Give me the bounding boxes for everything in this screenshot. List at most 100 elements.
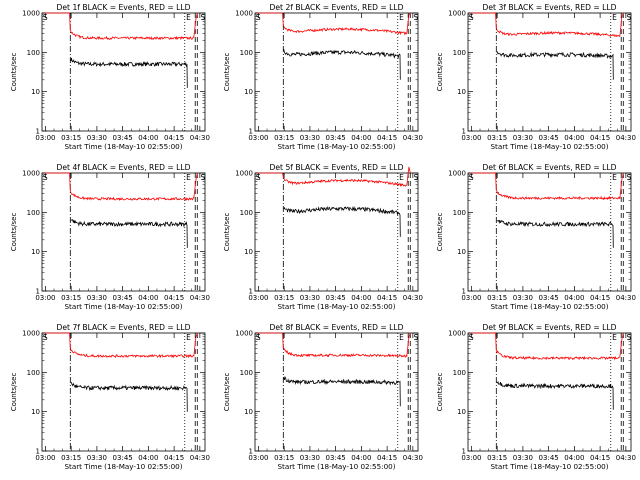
x-tick-label: 03:00 — [461, 294, 481, 302]
x-tick-label: 03:00 — [35, 134, 55, 142]
y-tick-label: 100 — [453, 49, 466, 57]
x-tick-label: 03:00 — [461, 134, 481, 142]
lld-series-line — [44, 172, 198, 201]
x-axis-label: Start Time (18-May-10 02:55:00) — [277, 462, 395, 471]
x-tick-label: 03:30 — [300, 294, 320, 302]
x-tick-label: 03:30 — [87, 294, 107, 302]
y-tick-label: 100 — [240, 369, 253, 377]
y-tick-label: 10 — [31, 408, 40, 416]
x-tick-label: 03:30 — [300, 134, 320, 142]
event-marker: S — [627, 173, 632, 182]
y-tick-label: 1 — [36, 128, 40, 136]
event-marker: S — [627, 13, 632, 22]
x-tick-label: 03:15 — [61, 134, 81, 142]
x-tick-label: 03:30 — [87, 134, 107, 142]
event-marker: S — [43, 13, 48, 22]
y-axis-label: Counts/sec — [436, 373, 444, 412]
y-tick-label: 1 — [249, 448, 253, 456]
y-tick-label: 1 — [462, 128, 466, 136]
panel-title: Det 1f BLACK = Events, RED = LLD — [57, 3, 191, 12]
y-tick-label: 100 — [240, 209, 253, 217]
events-series-line — [70, 219, 188, 248]
lld-series-line — [257, 12, 411, 36]
event-marker: S — [201, 173, 206, 182]
event-marker: E — [399, 13, 404, 22]
event-marker: E — [612, 13, 617, 22]
x-tick-label: 03:15 — [274, 294, 294, 302]
y-axis-label: Counts/sec — [436, 53, 444, 92]
x-tick-label: 04:15 — [590, 294, 610, 302]
y-axis-label: Counts/sec — [10, 373, 18, 412]
event-marker: E — [612, 173, 617, 182]
lld-series-line — [44, 12, 198, 41]
panel-title: Det 5f BLACK = Events, RED = LLD — [270, 163, 404, 172]
event-marker: S — [414, 173, 419, 182]
plot-frame — [254, 332, 419, 452]
event-marker: E — [612, 333, 617, 342]
y-axis-label: Counts/sec — [223, 373, 231, 412]
y-tick-label: 100 — [27, 49, 40, 57]
plot-frame — [41, 332, 206, 452]
y-tick-label: 100 — [453, 209, 466, 217]
x-tick-label: 03:15 — [61, 454, 81, 462]
x-tick-label: 03:15 — [487, 134, 507, 142]
events-series-line — [496, 51, 614, 80]
events-series-line — [496, 219, 614, 248]
y-tick-label: 100 — [27, 209, 40, 217]
x-tick-label: 03:15 — [487, 294, 507, 302]
x-axis-label: Start Time (18-May-10 02:55:00) — [277, 142, 395, 151]
x-tick-label: 04:30 — [403, 454, 423, 462]
event-marker: E — [186, 13, 191, 22]
x-tick-label: 03:30 — [513, 294, 533, 302]
plot-frame — [467, 172, 632, 292]
x-tick-label: 04:30 — [616, 294, 636, 302]
x-tick-label: 04:00 — [138, 454, 158, 462]
x-tick-label: 04:00 — [351, 454, 371, 462]
event-marker: S — [256, 173, 261, 182]
y-tick-label: 10 — [457, 248, 466, 256]
y-axis-label: Counts/sec — [223, 213, 231, 252]
event-marker: S — [43, 333, 48, 342]
x-axis-label: Start Time (18-May-10 02:55:00) — [64, 462, 182, 471]
event-marker: E — [186, 173, 191, 182]
panel-det-9: Det 9f BLACK = Events, RED = LLD 1 10 100 10… — [436, 323, 636, 471]
x-tick-label: 03:00 — [248, 134, 268, 142]
x-tick-label: 04:00 — [138, 134, 158, 142]
y-tick-label: 100 — [240, 49, 253, 57]
lld-series-line — [470, 172, 624, 201]
y-tick-label: 1000 — [22, 330, 40, 338]
plot-frame — [254, 12, 419, 132]
x-tick-label: 03:00 — [248, 454, 268, 462]
lld-series-line — [470, 332, 624, 361]
x-axis-label: Start Time (18-May-10 02:55:00) — [490, 462, 608, 471]
x-axis-label: Start Time (18-May-10 02:55:00) — [277, 302, 395, 311]
y-axis-label: Counts/sec — [10, 53, 18, 92]
x-tick-label: 03:45 — [326, 134, 346, 142]
y-tick-label: 1000 — [22, 170, 40, 178]
y-axis-label: Counts/sec — [10, 213, 18, 252]
panel-det-3: Det 3f BLACK = Events, RED = LLD 1 10 100 10… — [436, 3, 636, 151]
x-tick-label: 03:45 — [539, 294, 559, 302]
panel-det-1: Det 1f BLACK = Events, RED = LLD 1 10 100 10… — [10, 3, 210, 151]
x-tick-label: 04:15 — [377, 134, 397, 142]
x-tick-label: 04:00 — [138, 294, 158, 302]
x-tick-label: 03:45 — [539, 134, 559, 142]
y-tick-label: 1000 — [235, 170, 253, 178]
x-tick-label: 03:00 — [248, 294, 268, 302]
x-tick-label: 04:00 — [564, 294, 584, 302]
y-tick-label: 10 — [244, 248, 253, 256]
x-tick-label: 03:00 — [35, 294, 55, 302]
x-tick-label: 04:15 — [590, 454, 610, 462]
events-series-line — [70, 57, 188, 88]
x-tick-label: 04:30 — [190, 454, 210, 462]
y-tick-label: 10 — [31, 88, 40, 96]
x-tick-label: 04:00 — [351, 294, 371, 302]
x-tick-label: 04:30 — [190, 294, 210, 302]
panel-det-2: Det 2f BLACK = Events, RED = LLD 1 10 100 10… — [223, 3, 423, 151]
panel-title: Det 2f BLACK = Events, RED = LLD — [270, 3, 404, 12]
panel-title: Det 4f BLACK = Events, RED = LLD — [57, 163, 191, 172]
x-tick-label: 03:00 — [461, 454, 481, 462]
x-tick-label: 03:30 — [513, 134, 533, 142]
event-marker: S — [201, 13, 206, 22]
